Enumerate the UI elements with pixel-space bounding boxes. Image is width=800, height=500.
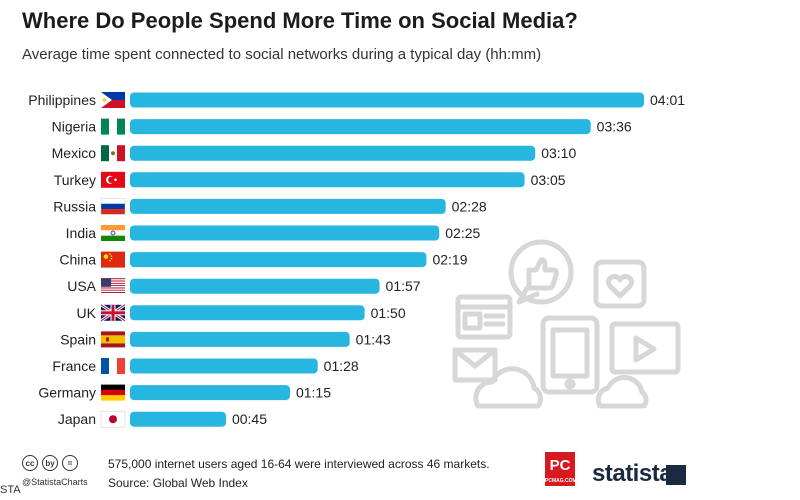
bar: [130, 198, 446, 214]
value-label: 01:57: [386, 278, 421, 294]
value-label: 03:36: [597, 119, 632, 135]
flag-japan-icon: [100, 410, 126, 428]
value-label: 02:19: [432, 252, 467, 268]
flag-turkey-icon: [101, 171, 125, 188]
bar: [130, 278, 380, 294]
value-label: 00:45: [232, 411, 267, 427]
value-label: 04:01: [650, 92, 685, 108]
bar: [130, 92, 644, 108]
flag-usa-icon: [101, 278, 125, 295]
bar: [130, 305, 365, 321]
footer-source: Source: Global Web Index: [108, 476, 248, 490]
bar: [130, 385, 290, 401]
flag-mexico-icon: [101, 145, 125, 162]
category-label: Russia: [53, 198, 96, 214]
category-label: India: [66, 225, 97, 241]
statista-logo: statista: [592, 460, 673, 487]
no-derivatives-icon: =: [62, 455, 78, 471]
value-label: 03:10: [541, 145, 576, 161]
chart-title: Where Do People Spend More Time on Socia…: [22, 8, 578, 33]
statista-logo-mark-icon: [666, 465, 686, 485]
edge-text: STA: [0, 484, 21, 496]
bar: [130, 411, 226, 427]
bar: [130, 252, 427, 268]
value-label: 02:28: [452, 198, 487, 214]
creative-commons-icon: cc: [22, 455, 38, 471]
license-icons: cc by =: [22, 455, 78, 471]
pcmag-logo: PC PCMAG.COM: [545, 452, 577, 486]
bar: [130, 225, 440, 241]
twitter-handle: @StatistaCharts: [22, 477, 88, 487]
value-label: 03:05: [531, 172, 566, 188]
flag-china-icon: [101, 251, 125, 268]
category-label: Mexico: [52, 145, 97, 161]
chart-subtitle: Average time spent connected to social n…: [22, 46, 542, 63]
flag-philippines-icon: [101, 92, 125, 108]
flag-uk-icon: [100, 303, 126, 323]
bar: [130, 172, 525, 188]
flag-nigeria-icon: [101, 118, 125, 135]
value-label: 01:28: [324, 358, 359, 374]
category-label: Philippines: [28, 92, 96, 108]
flag-russia-icon: [100, 198, 126, 215]
category-label: UK: [77, 305, 97, 321]
flag-spain-icon: [101, 331, 125, 348]
bar: [130, 331, 350, 347]
flag-france-icon: [101, 358, 125, 374]
attribution-icon: by: [42, 455, 58, 471]
category-label: USA: [67, 278, 96, 294]
category-label: Germany: [38, 385, 96, 401]
pcmag-logo-subtext: PCMAG.COM: [545, 478, 577, 484]
flag-germany-icon: [101, 384, 125, 401]
flag-india-icon: [101, 225, 125, 241]
bars-group: Philippines 04:01 Nigeria 03:36 Mexico 03:10 T…: [28, 92, 685, 428]
bar: [130, 358, 318, 374]
value-label: 01:43: [356, 331, 391, 347]
category-label: Spain: [60, 331, 96, 347]
category-label: France: [52, 358, 96, 374]
category-label: Nigeria: [52, 119, 97, 135]
bar: [130, 119, 591, 135]
pcmag-logo-text: PC: [549, 457, 571, 474]
category-label: Japan: [58, 411, 96, 427]
category-label: China: [59, 252, 96, 268]
value-label: 01:15: [296, 385, 331, 401]
footer-note: 575,000 internet users aged 16-64 were i…: [108, 457, 490, 471]
bar: [130, 145, 536, 161]
value-label: 02:25: [445, 225, 480, 241]
social-media-illustration-icon: [452, 239, 681, 409]
category-label: Turkey: [54, 172, 96, 188]
value-label: 01:50: [371, 305, 406, 321]
